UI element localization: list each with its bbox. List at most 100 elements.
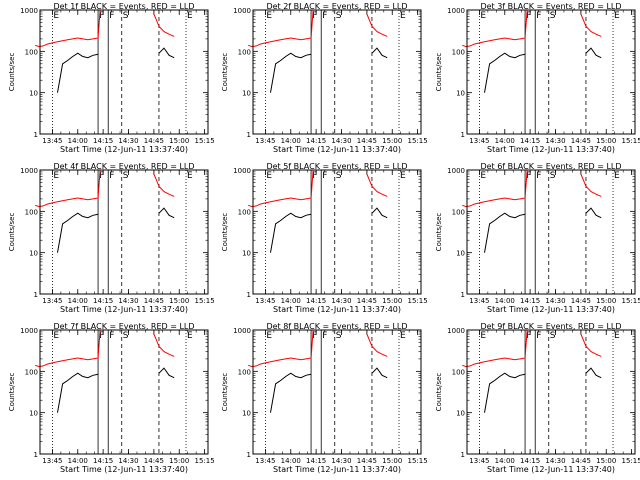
y-tick-label: 1 [34, 131, 38, 139]
marker-label: E [53, 331, 59, 341]
panel-1: Det 1f BLACK = Events, RED = LLD 1 10 100 10… [8, 2, 215, 154]
panel-8: Det 8f BLACK = Events, RED = LLD 1 10 100 10… [221, 322, 428, 474]
x-tick-label: 15:00 [596, 297, 616, 305]
x-tick-label: 14:00 [281, 297, 301, 305]
series-line-lld [35, 9, 175, 48]
marker-label: F [109, 171, 114, 181]
panel-3: Det 3f BLACK = Events, RED = LLD 1 10 100 10… [435, 2, 640, 154]
y-tick-labels: 1 10 100 1000 [447, 7, 465, 139]
x-tick-label: 14:00 [281, 457, 301, 465]
x-tick-label: 14:30 [118, 457, 138, 465]
y-tick-labels: 1 10 100 1000 [447, 327, 465, 459]
marker-label: E [400, 171, 406, 181]
marker-label: E [480, 331, 486, 341]
marker-label: E [480, 171, 486, 181]
x-tick-label: 13:45 [255, 137, 275, 145]
marker-label: S [336, 171, 342, 181]
panel-title: Det 1f BLACK = Events, RED = LLD [53, 2, 194, 11]
panel-title: Det 7f BLACK = Events, RED = LLD [53, 322, 194, 331]
y-axis-label: Counts/sec [435, 53, 443, 92]
y-tick-label: 100 [238, 368, 251, 376]
marker-label: E [614, 331, 620, 341]
marker-label: E [614, 11, 620, 21]
y-tick-labels: 1 10 100 1000 [20, 167, 38, 299]
x-axis-label: Start Time (12-Jun-11 13:37:40) [60, 305, 188, 314]
series-line-events [484, 367, 602, 413]
y-tick-label: 1 [34, 291, 38, 299]
series-line-lld [248, 169, 388, 208]
panel-title: Det 5f BLACK = Events, RED = LLD [266, 162, 407, 171]
marker-label: S [336, 331, 342, 341]
marker-label: E [187, 331, 193, 341]
x-tick-label: 14:15 [93, 457, 113, 465]
x-tick-label: 15:15 [408, 457, 428, 465]
y-tick-label: 1 [461, 451, 465, 459]
plot-frame [39, 329, 209, 455]
x-tick-label: 14:30 [118, 297, 138, 305]
marker-label: E [400, 331, 406, 341]
marker-label: F [109, 331, 114, 341]
x-tick-label: 14:45 [357, 137, 377, 145]
x-axis-label: Start Time (12-Jun-11 13:37:40) [60, 465, 188, 474]
x-tick-label: 15:00 [169, 137, 189, 145]
y-axis-label: Counts/sec [435, 213, 443, 252]
plot-frame [39, 169, 209, 295]
x-tick-labels: 13:45 14:00 14:15 14:30 14:45 15:00 15:15 [469, 297, 640, 305]
marker-label: E [266, 171, 272, 181]
x-tick-label: 14:15 [93, 137, 113, 145]
x-tick-labels: 13:45 14:00 14:15 14:30 14:45 15:00 15:15 [42, 137, 214, 145]
y-tick-label: 1000 [20, 7, 38, 15]
x-tick-label: 14:15 [520, 297, 540, 305]
x-tick-label: 14:00 [281, 137, 301, 145]
marker-label: S [550, 171, 556, 181]
x-tick-label: 14:00 [495, 457, 515, 465]
x-tick-label: 14:00 [68, 297, 88, 305]
x-tick-label: 14:30 [545, 137, 565, 145]
y-tick-labels: 1 10 100 1000 [233, 7, 251, 139]
marker-label: F [526, 11, 531, 21]
y-tick-label: 1000 [20, 327, 38, 335]
series-line-lld [462, 329, 602, 368]
marker-label: F [99, 171, 104, 181]
marker-label: E [187, 11, 193, 21]
x-tick-labels: 13:45 14:00 14:15 14:30 14:45 15:00 15:15 [469, 457, 640, 465]
y-axis-label: Counts/sec [221, 53, 229, 92]
x-tick-labels: 13:45 14:00 14:15 14:30 14:45 15:00 15:15 [255, 137, 427, 145]
x-axis-label: Start Time (12-Jun-11 13:37:40) [487, 145, 615, 154]
y-tick-label: 1 [247, 291, 251, 299]
x-tick-label: 13:45 [42, 457, 62, 465]
y-tick-label: 1000 [20, 167, 38, 175]
x-tick-label: 14:30 [545, 297, 565, 305]
marker-label: F [536, 171, 541, 181]
panel-title: Det 9f BLACK = Events, RED = LLD [480, 322, 621, 331]
marker-label: F [526, 171, 531, 181]
y-tick-labels: 1 10 100 1000 [20, 7, 38, 139]
plot-frame [39, 9, 209, 135]
y-tick-label: 100 [25, 368, 38, 376]
y-axis-label: Counts/sec [221, 213, 229, 252]
x-tick-label: 14:00 [495, 297, 515, 305]
y-tick-label: 1 [34, 451, 38, 459]
panel-title: Det 2f BLACK = Events, RED = LLD [266, 2, 407, 11]
marker-label: F [99, 11, 104, 21]
y-tick-label: 100 [25, 48, 38, 56]
y-tick-label: 1000 [447, 167, 465, 175]
x-axis-label: Start Time (12-Jun-11 13:37:40) [273, 465, 401, 474]
x-tick-label: 15:00 [382, 137, 402, 145]
x-axis-label: Start Time (12-Jun-11 13:37:40) [487, 465, 615, 474]
x-tick-label: 13:45 [469, 457, 489, 465]
x-tick-label: 13:45 [469, 137, 489, 145]
x-tick-label: 14:45 [571, 297, 591, 305]
series-line-events [270, 47, 388, 93]
y-tick-labels: 1 10 100 1000 [233, 167, 251, 299]
marker-label: F [312, 331, 317, 341]
y-tick-label: 1000 [233, 167, 251, 175]
x-tick-label: 15:15 [622, 457, 640, 465]
plot-frame [252, 9, 422, 135]
marker-label: E [187, 171, 193, 181]
y-axis-label: Counts/sec [8, 213, 16, 252]
y-tick-label: 1 [461, 131, 465, 139]
x-tick-label: 15:15 [195, 457, 215, 465]
y-tick-labels: 1 10 100 1000 [447, 167, 465, 299]
x-tick-label: 15:15 [408, 297, 428, 305]
